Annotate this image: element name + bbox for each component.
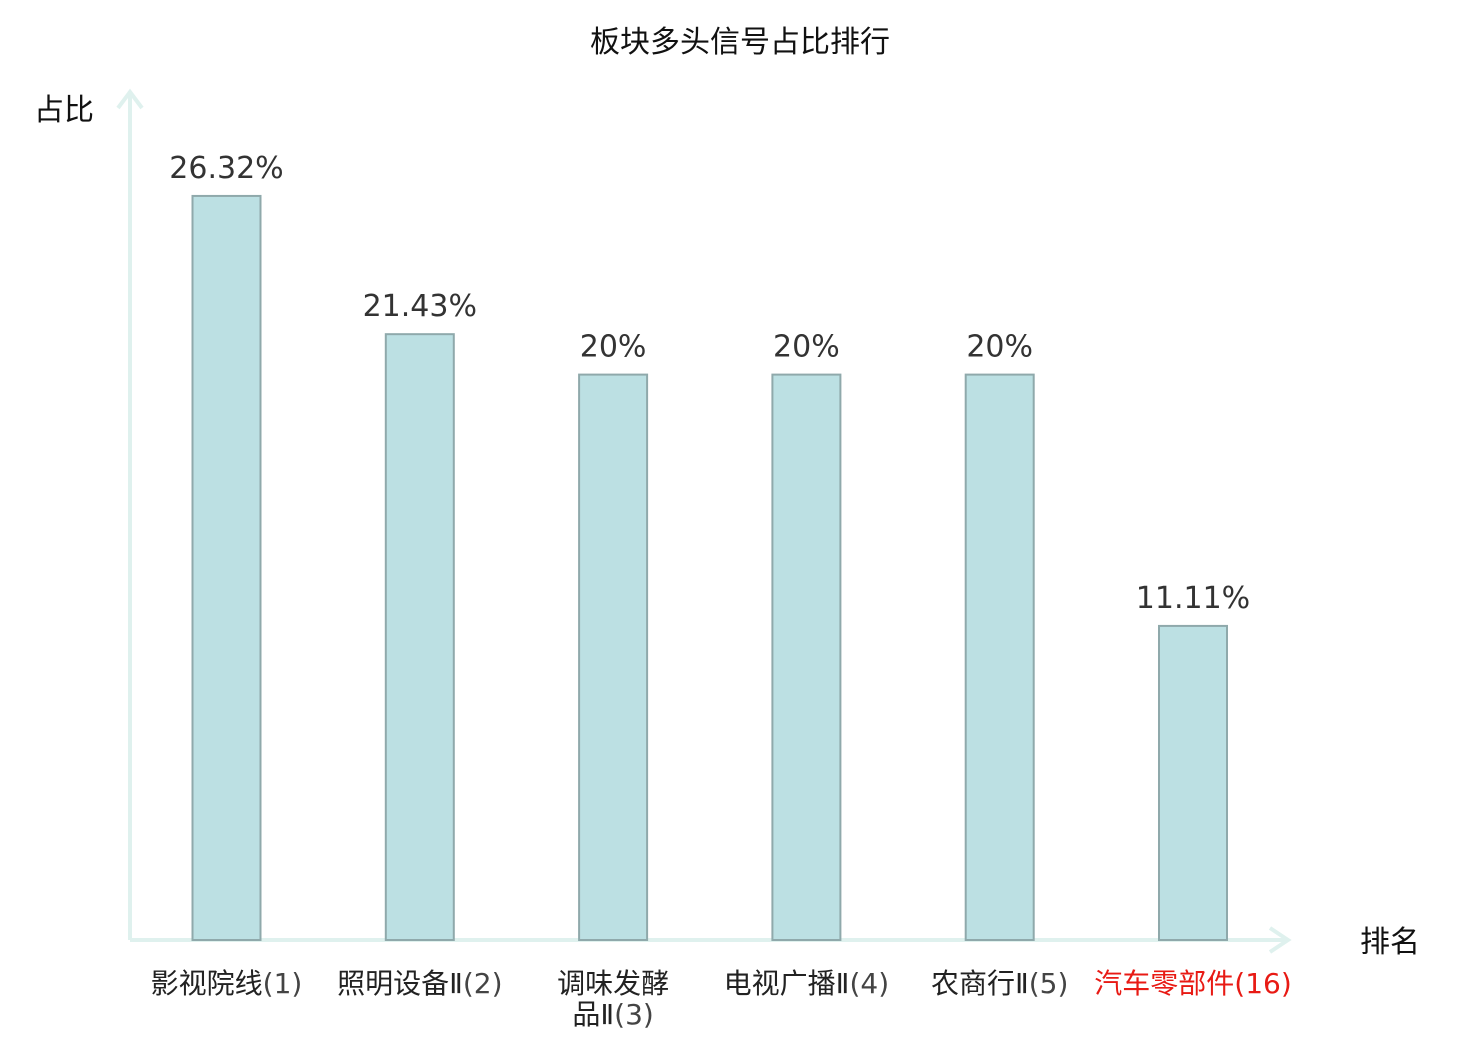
value-label-5: 20% [966, 330, 1033, 365]
y-axis-arrow [116, 88, 144, 110]
x-axis-arrow [1268, 926, 1292, 954]
category-label-2: 照明设备Ⅱ(2) [337, 967, 502, 1000]
category-label-4: 电视广播Ⅱ(4) [724, 967, 889, 1000]
value-label-3: 20% [580, 330, 647, 365]
bar-5 [964, 373, 1035, 942]
chart-axes [116, 88, 1292, 954]
bar-2 [384, 333, 455, 941]
bars-group [191, 194, 1228, 942]
category-label-6: 汽车零部件(16) [1094, 967, 1292, 1000]
bar-6 [1158, 624, 1228, 941]
value-label-2: 21.43% [363, 289, 477, 324]
category-labels-group: 影视院线(1) 照明设备Ⅱ(2) 调味发酵品Ⅱ(3) 电视广播Ⅱ(4) 农商行Ⅱ(5) 汽… [151, 967, 1292, 1031]
bar-4 [771, 373, 842, 942]
value-label-6: 11.11% [1136, 581, 1250, 616]
x-axis-title: 排名 [1360, 925, 1420, 960]
chart-title: 板块多头信号占比排行 [590, 25, 890, 60]
category-label-1: 影视院线(1) [151, 967, 303, 1000]
y-axis-title: 占比 [34, 93, 94, 128]
value-label-1: 26.32% [169, 151, 283, 186]
value-label-4: 20% [773, 330, 840, 365]
category-label-5: 农商行Ⅱ(5) [931, 967, 1068, 1000]
value-labels-group: 26.32% 21.43% 20% 20% 20% 11.11% [169, 151, 1250, 616]
bar-1 [191, 194, 262, 941]
category-label-3: 调味发酵品Ⅱ(3) [557, 967, 669, 1031]
bar-3 [578, 373, 649, 942]
